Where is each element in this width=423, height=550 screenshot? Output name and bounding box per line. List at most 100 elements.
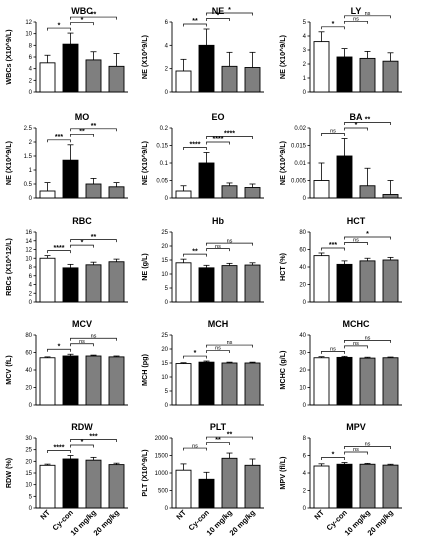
x-tick-label: 20 mg/kg [92, 508, 122, 538]
y-axis-label: HCT (%) [278, 252, 287, 281]
y-axis-label: WBCs (X10^9/L) [4, 29, 13, 85]
significance-label: *** [55, 134, 63, 141]
significance-bracket [206, 344, 253, 348]
y-tick-label: 6 [303, 454, 307, 460]
y-tick-label: 4 [29, 67, 33, 73]
y-axis-label: MCH (pg) [140, 353, 149, 386]
panel-title: Hb [212, 216, 224, 226]
y-tick-label: 25 [161, 333, 168, 339]
significance-label: *** [329, 242, 337, 249]
significance-label: **** [54, 445, 65, 452]
y-tick-label: 1000 [155, 471, 169, 477]
significance-label: ns [215, 346, 221, 352]
y-tick-label: 20 [25, 459, 32, 465]
significance-bracket [47, 348, 71, 352]
y-tick-label: 4 [303, 34, 307, 40]
bar-nt [175, 469, 192, 509]
significance-label: ns [353, 447, 359, 453]
y-axis-label: NE (X10^9/L) [140, 140, 149, 185]
y-tick-label: 0 [165, 403, 169, 409]
significance-bracket [206, 436, 253, 440]
bar-20-mg-kg [244, 264, 261, 303]
y-tick-label: 0 [29, 403, 33, 409]
bar-nt [39, 464, 56, 509]
y-tick-label: 0.15 [156, 144, 168, 150]
bar-20-mg-kg [382, 357, 399, 406]
panel-title: WBC [71, 6, 93, 16]
x-tick-label: NT [312, 508, 326, 522]
significance-label: ** [79, 129, 85, 136]
y-axis-label: MCHC (g/L) [278, 350, 287, 390]
y-tick-label: 40 [299, 333, 306, 339]
y-tick-label: 0 [165, 90, 169, 96]
panel-title: LY [351, 6, 362, 16]
significance-bracket [70, 128, 117, 132]
significance-label: ns [365, 11, 371, 17]
y-tick-label: 0 [165, 506, 169, 512]
significance-label: * [81, 239, 84, 246]
bar-cy-con [336, 356, 353, 406]
y-axis-label: RDW (%) [4, 457, 13, 488]
bar-nt [313, 465, 330, 509]
bar-nt [313, 255, 330, 303]
y-tick-label: 0.1 [160, 161, 169, 167]
significance-bracket [344, 340, 391, 343]
y-tick-label: 10 [25, 483, 32, 489]
significance-bracket [344, 236, 391, 240]
y-tick-label: 0.015 [291, 144, 307, 150]
y-tick-label: 10 [161, 375, 168, 381]
significance-bracket [321, 351, 345, 354]
bar-nt [39, 357, 56, 406]
significance-bracket [206, 12, 253, 16]
x-tick-label: NT [174, 508, 188, 522]
significance-label: * [366, 231, 369, 238]
y-tick-label: 8 [29, 265, 33, 271]
significance-bracket [321, 247, 345, 251]
significance-label: ns [353, 17, 359, 23]
y-tick-label: 0.02 [294, 126, 306, 132]
bar-10-mg-kg [221, 457, 238, 509]
y-tick-label: 5 [165, 286, 169, 292]
significance-label: * [58, 22, 61, 29]
significance-bracket [70, 239, 117, 243]
bar-10-mg-kg [85, 183, 102, 199]
significance-bracket [344, 122, 391, 125]
bar-cy-con [198, 44, 215, 93]
significance-label: *** [89, 434, 97, 441]
significance-label: ns [227, 238, 233, 244]
panel-title: MCHC [343, 319, 370, 329]
significance-bracket [321, 26, 345, 30]
significance-label: **** [54, 245, 65, 252]
significance-label: ns [365, 442, 371, 448]
bar-cy-con [336, 263, 353, 303]
y-tick-label: 0 [165, 300, 169, 306]
y-tick-label: 40 [299, 265, 306, 271]
bar-10-mg-kg [221, 185, 238, 199]
y-axis-label: MCV (fL) [4, 355, 13, 385]
significance-bracket [70, 439, 117, 442]
y-tick-label: 0 [165, 196, 169, 202]
significance-label: * [58, 343, 61, 350]
y-tick-label: 10 [25, 32, 32, 38]
significance-bracket [206, 242, 253, 246]
y-tick-label: 3 [303, 48, 307, 54]
significance-bracket [344, 20, 368, 24]
y-tick-label: 2 [29, 140, 33, 146]
bar-nt [175, 262, 192, 303]
bar-nt [313, 180, 330, 199]
significance-label: **** [213, 136, 224, 143]
bar-20-mg-kg [108, 261, 125, 303]
y-tick-label: 0.05 [156, 179, 168, 185]
y-tick-label: 25 [161, 230, 168, 236]
significance-bracket [206, 136, 253, 139]
significance-bracket [344, 446, 391, 449]
y-tick-label: 12 [25, 248, 32, 254]
y-tick-label: 80 [25, 333, 32, 339]
